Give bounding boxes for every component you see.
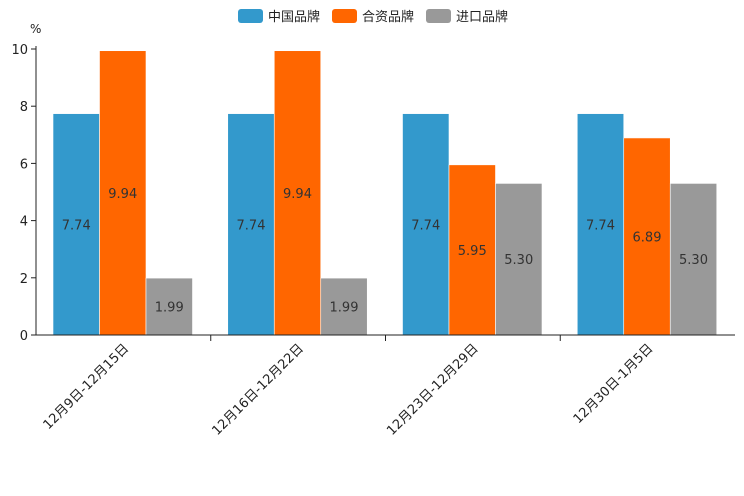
bar-value-label: 7.74 [237, 218, 266, 233]
y-tick-label: 6 [20, 157, 28, 172]
y-tick-label: 2 [20, 272, 28, 287]
legend-item[interactable]: 合资品牌 [332, 9, 414, 25]
legend-swatch [238, 9, 263, 23]
y-tick-label: 0 [20, 329, 28, 344]
bar-value-label: 1.99 [330, 301, 359, 316]
legend-swatch [426, 9, 451, 23]
legend-label: 合资品牌 [362, 9, 414, 25]
legend-item[interactable]: 中国品牌 [238, 9, 320, 25]
y-tick-label: 10 [11, 43, 28, 58]
bar [227, 113, 275, 336]
bar-value-label: 7.74 [586, 218, 615, 233]
bar-value-label: 7.74 [411, 218, 440, 233]
legend-label: 进口品牌 [456, 9, 508, 25]
legend: 中国品牌 合资品牌 进口品牌 [238, 9, 508, 25]
bar [576, 113, 625, 336]
bar [495, 183, 543, 336]
bar [99, 50, 147, 336]
legend-label: 中国品牌 [268, 9, 320, 25]
bar [448, 164, 496, 336]
y-unit-label: % [30, 22, 41, 36]
x-tick-label: 12月16日-12月22日 [209, 341, 306, 438]
x-tick-label: 12月30日-1月5日 [571, 341, 657, 427]
bar [669, 183, 718, 336]
bar-value-label: 5.95 [458, 244, 487, 259]
x-tick-label: 12月23日-12月29日 [384, 341, 481, 438]
bar [402, 113, 450, 336]
bar-value-label: 9.94 [108, 187, 137, 202]
bar [273, 50, 322, 336]
bar-value-label: 6.89 [633, 230, 662, 245]
x-tick-label: 12月9日-12月15日 [41, 341, 133, 433]
bar-value-label: 5.30 [504, 253, 533, 268]
bar [623, 137, 671, 336]
y-tick-label: 4 [20, 215, 28, 230]
bar [145, 277, 193, 336]
bars: 7.74 9.94 1.99 7.74 9.94 1.99 7.74 5.95 5.30 7.74… [52, 50, 718, 336]
bar [320, 277, 368, 336]
bar-value-label: 7.74 [62, 218, 91, 233]
y-tick-label: 8 [20, 100, 28, 115]
bar-value-label: 1.99 [155, 301, 184, 316]
bar-value-label: 9.94 [283, 187, 312, 202]
x-axis: 12月9日-12月15日 12月16日-12月22日 12月23日-12月29日 12… [36, 334, 735, 439]
legend-swatch [332, 9, 357, 23]
bar-value-label: 5.30 [679, 253, 708, 268]
legend-item[interactable]: 进口品牌 [426, 9, 508, 25]
y-axis: 0 2 4 6 8 10 [11, 43, 37, 344]
